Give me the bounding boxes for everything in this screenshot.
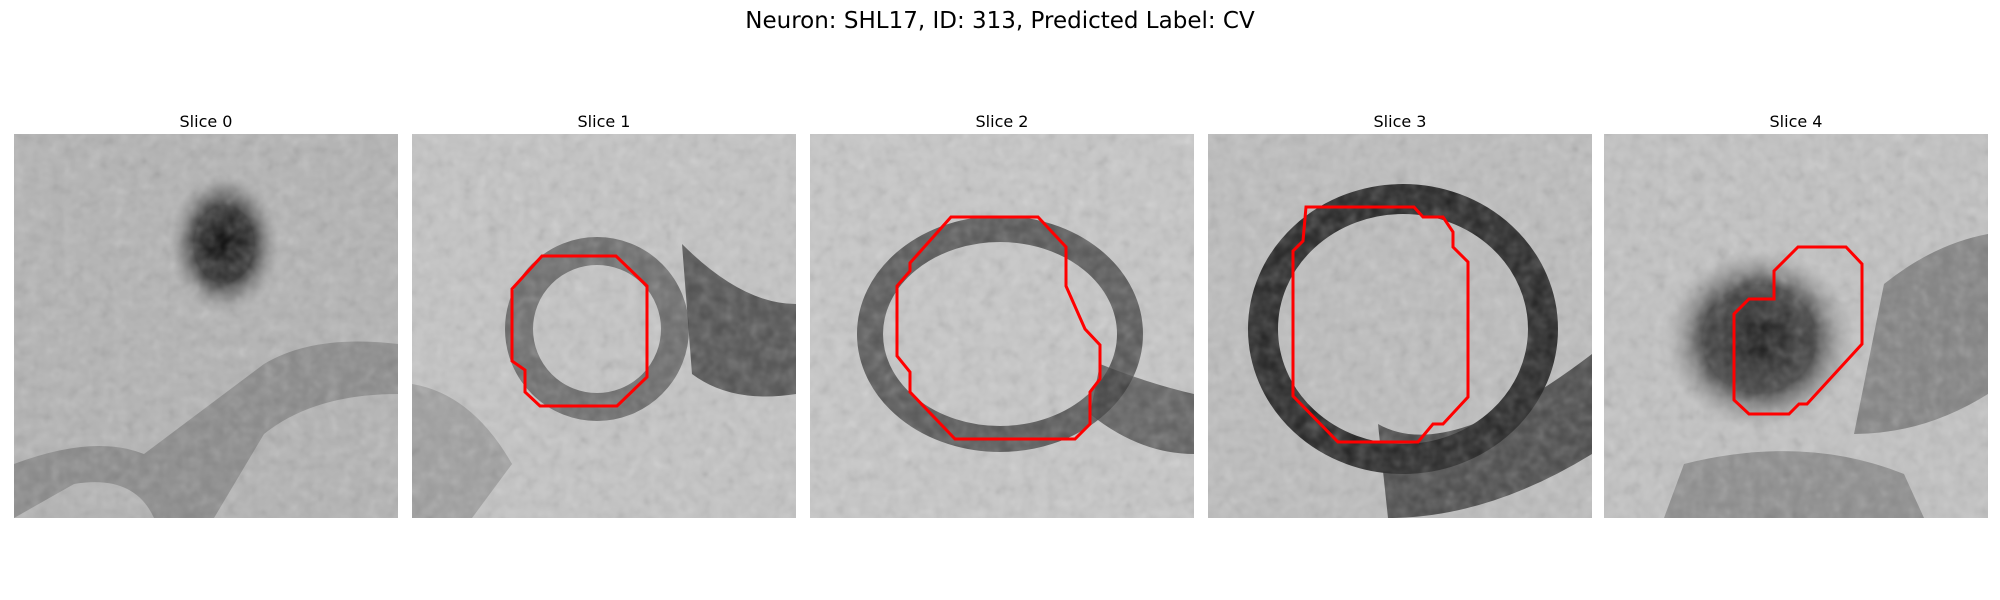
slice-image-0 (14, 134, 398, 518)
figure-title: Neuron: SHL17, ID: 313, Predicted Label:… (745, 8, 1255, 34)
roi-contour-2 (895, 215, 1102, 441)
slice-panel-2: Slice 2 (810, 110, 1194, 518)
roi-contour-3 (1291, 205, 1470, 444)
slice-image-1 (412, 134, 796, 518)
slice-title-0: Slice 0 (179, 112, 233, 131)
slice-title-4: Slice 4 (1769, 112, 1823, 131)
slice-title-2: Slice 2 (975, 112, 1029, 131)
slice-image-3 (1208, 134, 1592, 518)
slice-image-4 (1604, 134, 1988, 518)
slice-panel-4: Slice 4 (1604, 110, 1988, 518)
slice-panel-1: Slice 1 (412, 110, 796, 518)
slice-panel-0: Slice 0 (14, 110, 398, 518)
slice-panel-3: Slice 3 (1208, 110, 1592, 518)
slice-title-3: Slice 3 (1373, 112, 1427, 131)
slice-image-2 (810, 134, 1194, 518)
roi-contour-1 (510, 254, 649, 408)
roi-contour-4 (1732, 245, 1864, 416)
slice-title-1: Slice 1 (577, 112, 631, 131)
